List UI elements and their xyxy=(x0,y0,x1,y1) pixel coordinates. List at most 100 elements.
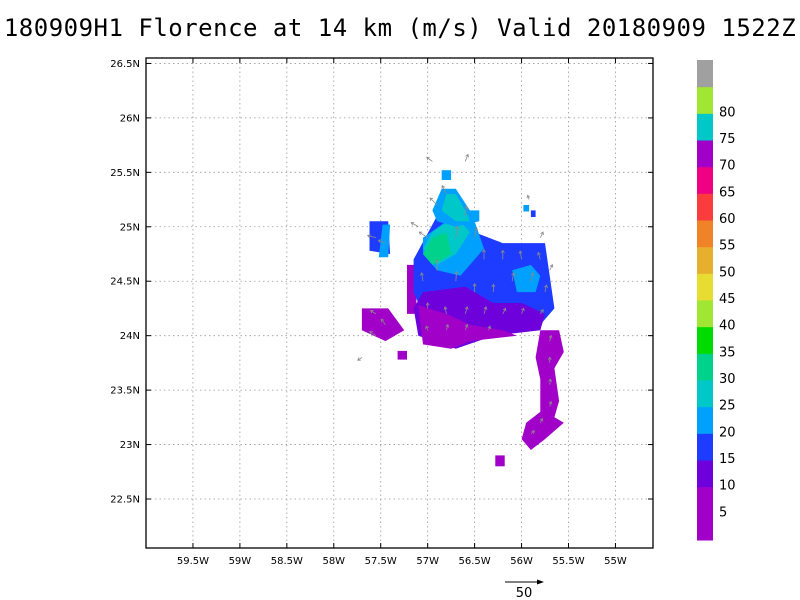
wind-vector-head xyxy=(500,249,505,254)
wind-vector-shaft xyxy=(519,250,522,260)
wind-vector-shaft xyxy=(539,231,544,238)
wind-vector xyxy=(425,325,429,331)
y-tick-label: 25N xyxy=(120,222,140,233)
y-tick-label: 24N xyxy=(120,331,140,342)
wind-vector-shaft xyxy=(464,206,468,216)
wind-vector-head xyxy=(518,250,523,254)
wind-speed-region xyxy=(423,232,452,265)
x-tick-label: 56W xyxy=(510,556,533,567)
wind-vector xyxy=(539,417,544,423)
wind-vector-shaft xyxy=(369,331,377,336)
y-tick-label: 26.5N xyxy=(110,59,140,70)
wind-vector-head xyxy=(464,323,469,328)
wind-vector-shaft xyxy=(380,318,386,326)
wind-vector xyxy=(537,251,541,260)
colorbar-swatch xyxy=(697,380,713,408)
wind-vector-shaft xyxy=(455,226,458,238)
wind-vector-shaft xyxy=(549,401,552,407)
y-tick-label: 23.5N xyxy=(110,386,140,397)
x-tick-label: 57W xyxy=(416,556,439,567)
wind-vector-shaft xyxy=(455,271,457,282)
wind-vector-head xyxy=(454,270,459,275)
wind-vector xyxy=(377,239,386,244)
wind-vector-head xyxy=(537,251,541,256)
wind-vector-shaft xyxy=(539,418,543,423)
wind-vector xyxy=(425,302,430,309)
colorbar-label: 10 xyxy=(719,479,736,494)
colorbar-swatch xyxy=(697,86,713,114)
wind-vector-head xyxy=(380,318,385,323)
wind-vector-head xyxy=(425,325,429,330)
wind-vector xyxy=(518,250,523,260)
grid-lines xyxy=(146,58,653,548)
wind-vector-shaft xyxy=(464,154,469,162)
colorbar-swatch xyxy=(697,300,713,328)
wind-vector-shaft xyxy=(426,156,433,162)
wind-vector-head xyxy=(441,185,446,189)
wind-vector-head xyxy=(366,234,371,239)
x-tick-label: 56.5W xyxy=(459,556,491,567)
wind-vector-shaft xyxy=(483,306,487,315)
wind-vector-shaft xyxy=(421,272,424,282)
wind-vector-head xyxy=(420,272,424,276)
colorbar-label: 75 xyxy=(719,132,736,147)
reference-vector-label: 50 xyxy=(516,586,533,600)
wind-vector-shaft xyxy=(549,335,552,342)
wind-vector-head xyxy=(425,302,430,306)
wind-vector-head xyxy=(547,356,552,361)
wind-speed-region xyxy=(530,210,536,217)
wind-vector-shaft xyxy=(419,231,428,238)
wind-vector xyxy=(530,272,535,282)
wind-vector xyxy=(418,231,428,238)
wind-vector-head xyxy=(426,156,430,161)
wind-vector xyxy=(441,185,447,195)
colorbar-label: 45 xyxy=(719,292,736,307)
x-tick-label: 59.5W xyxy=(177,556,209,567)
wind-vector-head xyxy=(418,231,423,235)
colorbar-label: 55 xyxy=(719,239,736,254)
wind-vector xyxy=(547,356,552,363)
wind-vector-head xyxy=(548,378,553,382)
wind-vector-shaft xyxy=(429,197,438,206)
wind-vector-head xyxy=(530,272,535,276)
wind-vector xyxy=(483,306,488,315)
wind-vectors xyxy=(357,153,554,434)
wind-vector xyxy=(435,259,440,271)
wind-vector xyxy=(464,205,469,216)
wind-vector-head xyxy=(526,194,531,199)
wind-vector xyxy=(443,306,448,314)
wind-vector-head xyxy=(511,272,516,276)
colorbar-swatch xyxy=(697,166,713,194)
wind-vector xyxy=(474,227,479,238)
wind-vector xyxy=(549,264,554,271)
colorbar-label: 5 xyxy=(719,505,727,520)
wind-vector xyxy=(369,331,377,336)
wind-vector xyxy=(455,225,459,238)
colorbar-swatch xyxy=(697,113,713,141)
wind-vector xyxy=(426,156,433,162)
wind-vector xyxy=(526,194,531,200)
wind-vector xyxy=(500,249,505,260)
wind-vector-shaft xyxy=(544,285,547,293)
wind-vector-shaft xyxy=(370,310,377,315)
colorbar-swatch xyxy=(697,486,713,514)
wind-vector xyxy=(464,323,469,331)
colorbar: 5 10 15 20 25 30 35 40 45 50 55 60 65 70 75 80 xyxy=(697,60,736,541)
wind-vector-head xyxy=(357,357,361,361)
colorbar-label: 35 xyxy=(719,345,736,360)
reference-vector-arrowhead xyxy=(537,579,544,585)
wind-vector-head xyxy=(549,264,554,268)
wind-vector-head xyxy=(369,309,374,314)
map-title: 180909H1 Florence at 14 km (m/s) Valid 2… xyxy=(3,14,797,42)
wind-vector xyxy=(521,307,525,315)
wind-vector xyxy=(540,309,544,315)
wind-speed-region xyxy=(523,205,530,212)
wind-vector xyxy=(369,309,377,315)
wind-vector-shaft xyxy=(444,306,447,314)
colorbar-label: 60 xyxy=(719,212,736,227)
wind-vector xyxy=(502,307,507,315)
colorbar-swatch xyxy=(697,220,713,248)
y-tick-label: 24.5N xyxy=(110,277,140,288)
wind-vector-head xyxy=(548,400,553,405)
